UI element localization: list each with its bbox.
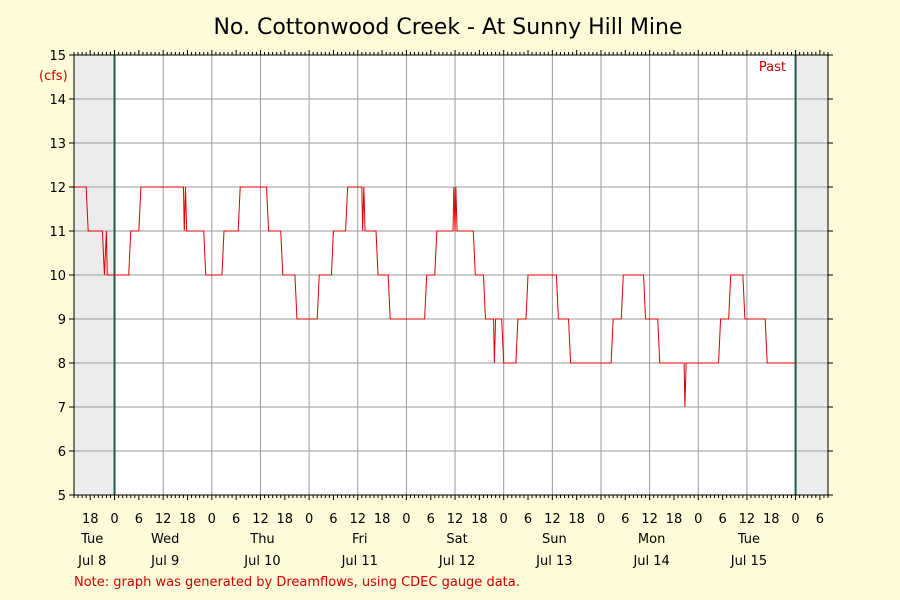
x-date-label: Jul 11 <box>341 554 378 569</box>
x-hour-label: 18 <box>82 512 99 527</box>
y-axis-unit-label: (cfs) <box>39 69 68 84</box>
x-hour-label: 18 <box>666 512 683 527</box>
y-tick-label: 9 <box>58 313 66 328</box>
x-hour-label: 0 <box>500 512 508 527</box>
x-hour-label: 18 <box>763 512 780 527</box>
chart-title: No. Cottonwood Creek - At Sunny Hill Min… <box>213 15 682 40</box>
x-hour-label: 6 <box>621 512 629 527</box>
x-hour-label: 6 <box>135 512 143 527</box>
x-hour-label: 6 <box>524 512 532 527</box>
x-hour-label: 0 <box>694 512 702 527</box>
y-tick-label: 10 <box>49 269 66 284</box>
footnote: Note: graph was generated by Dreamflows,… <box>74 575 520 590</box>
x-hour-label: 12 <box>155 512 172 527</box>
x-hour-label: 12 <box>739 512 756 527</box>
x-hour-label: 6 <box>816 512 824 527</box>
x-date-label: Jul 15 <box>730 554 767 569</box>
x-hour-label: 12 <box>641 512 658 527</box>
x-hour-label: 18 <box>471 512 488 527</box>
x-hour-label: 6 <box>427 512 435 527</box>
x-date-label: Jul 13 <box>535 554 572 569</box>
y-tick-label: 12 <box>49 181 66 196</box>
x-day-label: Thu <box>249 532 274 547</box>
x-hour-label: 0 <box>791 512 799 527</box>
y-tick-label: 13 <box>49 137 66 152</box>
y-tick-label: 11 <box>49 225 66 240</box>
x-hour-label: 18 <box>179 512 196 527</box>
y-tick-label: 8 <box>58 357 66 372</box>
y-tick-label: 6 <box>58 445 66 460</box>
x-day-label: Sun <box>542 532 567 547</box>
x-hour-label: 6 <box>329 512 337 527</box>
x-hour-label: 18 <box>277 512 294 527</box>
x-hour-label: 0 <box>110 512 118 527</box>
x-day-label: Sat <box>446 532 467 547</box>
x-hour-label: 6 <box>232 512 240 527</box>
x-hour-label: 18 <box>374 512 391 527</box>
flow-series-line <box>74 186 796 408</box>
past-label: Past <box>759 60 786 75</box>
x-day-label: Tue <box>737 532 760 547</box>
x-day-label: Tue <box>80 532 103 547</box>
x-hour-label: 0 <box>305 512 313 527</box>
x-hour-label: 12 <box>349 512 366 527</box>
x-day-label: Mon <box>638 532 665 547</box>
y-tick-label: 7 <box>58 401 66 416</box>
x-day-label: Wed <box>151 532 179 547</box>
x-date-label: Jul 9 <box>150 554 179 569</box>
y-tick-label: 14 <box>49 93 66 108</box>
x-date-label: Jul 10 <box>243 554 280 569</box>
y-tick-label: 5 <box>58 489 66 504</box>
x-hour-label: 12 <box>544 512 561 527</box>
x-date-label: Jul 12 <box>438 554 475 569</box>
x-hour-label: 0 <box>597 512 605 527</box>
x-hour-label: 12 <box>447 512 464 527</box>
x-day-label: Fri <box>352 532 368 547</box>
y-tick-label: 15 <box>49 49 66 64</box>
x-hour-label: 0 <box>208 512 216 527</box>
x-date-label: Jul 14 <box>632 554 669 569</box>
x-date-label: Jul 8 <box>77 554 106 569</box>
x-hour-label: 0 <box>402 512 410 527</box>
x-hour-label: 18 <box>568 512 585 527</box>
x-hour-label: 12 <box>252 512 269 527</box>
x-hour-label: 6 <box>718 512 726 527</box>
